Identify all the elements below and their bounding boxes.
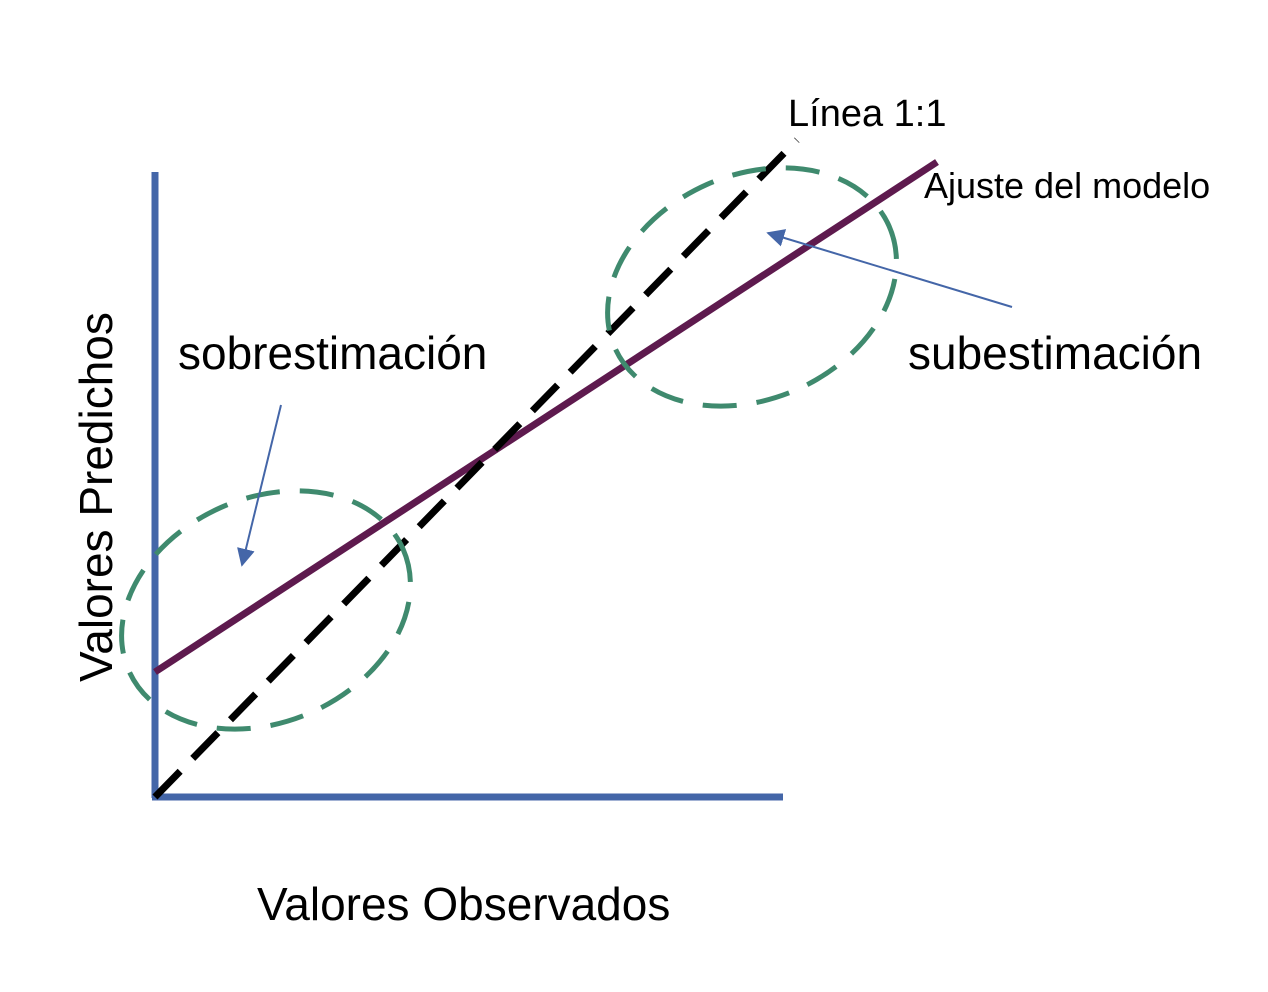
identity-line xyxy=(152,137,800,800)
y-axis-label: Valores Predichos xyxy=(70,312,122,682)
model-fit-label: Ajuste del modelo xyxy=(924,165,1210,206)
model-fit-line xyxy=(153,159,939,675)
overestimation-ellipse xyxy=(119,488,413,732)
overestimation-arrow xyxy=(237,404,282,567)
underestimation-ellipse xyxy=(605,165,899,409)
x-axis-label: Valores Observados xyxy=(257,878,670,930)
underestimation-arrow xyxy=(766,229,1013,308)
overestimation-label: sobrestimación xyxy=(178,327,487,379)
identity-line-label: Línea 1:1 xyxy=(788,93,946,135)
underestimation-label: subestimación xyxy=(908,327,1202,379)
